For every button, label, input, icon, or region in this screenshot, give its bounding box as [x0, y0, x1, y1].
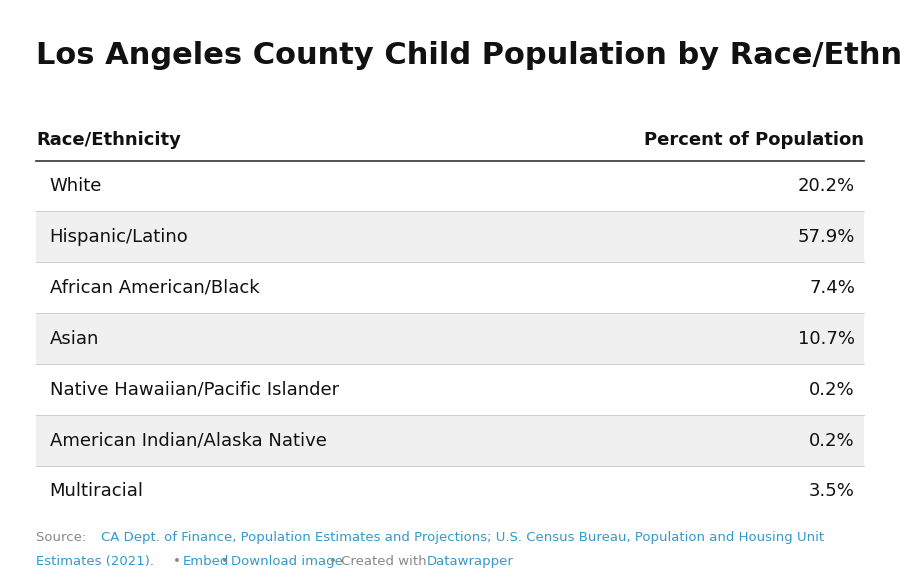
- Text: •: •: [221, 555, 230, 568]
- Text: White: White: [50, 177, 102, 195]
- Bar: [36, 364, 864, 415]
- Text: African American/Black: African American/Black: [50, 279, 259, 297]
- Bar: [36, 466, 864, 517]
- Text: American Indian/Alaska Native: American Indian/Alaska Native: [50, 432, 327, 450]
- Text: 0.2%: 0.2%: [809, 381, 855, 399]
- Text: • Created with: • Created with: [329, 555, 427, 568]
- Text: Download image: Download image: [231, 555, 343, 568]
- Text: 57.9%: 57.9%: [797, 228, 855, 246]
- Text: Percent of Population: Percent of Population: [644, 131, 864, 150]
- Text: Multiracial: Multiracial: [50, 482, 143, 500]
- Bar: [36, 161, 864, 211]
- Bar: [36, 415, 864, 466]
- Bar: [36, 313, 864, 364]
- Text: CA Dept. of Finance, Population Estimates and Projections; U.S. Census Bureau, P: CA Dept. of Finance, Population Estimate…: [101, 531, 824, 544]
- Text: 10.7%: 10.7%: [798, 330, 855, 347]
- Text: 0.2%: 0.2%: [809, 432, 855, 450]
- Text: Race/Ethnicity: Race/Ethnicity: [36, 131, 181, 150]
- Text: Embed: Embed: [183, 555, 230, 568]
- Text: Los Angeles County Child Population by Race/Ethnicity: Los Angeles County Child Population by R…: [36, 41, 900, 70]
- Text: 3.5%: 3.5%: [809, 482, 855, 500]
- Text: Hispanic/Latino: Hispanic/Latino: [50, 228, 188, 246]
- Text: 7.4%: 7.4%: [809, 279, 855, 297]
- Text: Estimates (2021).: Estimates (2021).: [36, 555, 154, 568]
- Text: •: •: [173, 555, 181, 568]
- Text: Asian: Asian: [50, 330, 99, 347]
- Bar: [36, 211, 864, 262]
- Text: Datawrapper: Datawrapper: [427, 555, 514, 568]
- Text: 20.2%: 20.2%: [798, 177, 855, 195]
- Text: Source:: Source:: [36, 531, 91, 544]
- Text: Native Hawaiian/Pacific Islander: Native Hawaiian/Pacific Islander: [50, 381, 338, 399]
- Bar: [36, 262, 864, 313]
